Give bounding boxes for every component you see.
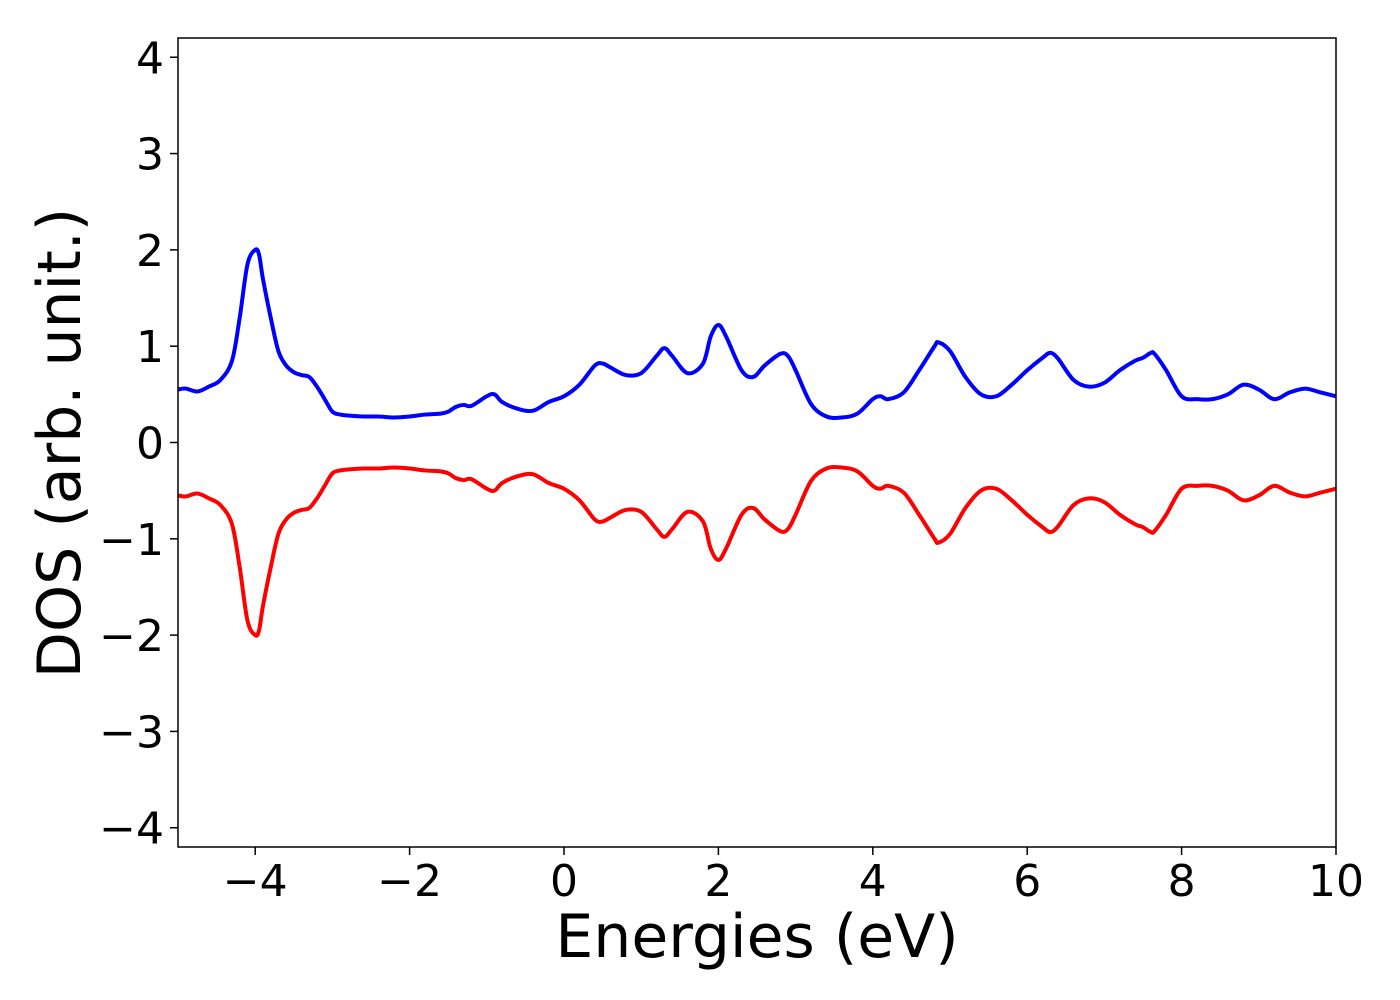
x-tick-label: 4 (859, 856, 887, 907)
x-tick-label: 10 (1308, 856, 1364, 907)
plot-frame (177, 37, 1337, 848)
series-layer (178, 247, 1336, 638)
x-tick-label: −2 (377, 856, 442, 907)
y-tick-label: 1 (136, 322, 164, 373)
y-axis-title: DOS (arb. unit.) (25, 208, 95, 678)
y-tick-label: −2 (99, 611, 164, 662)
x-tick-label: −4 (223, 856, 288, 907)
y-tick-label: −3 (99, 707, 164, 758)
y-tick-label: 2 (136, 226, 164, 277)
y-axis: 4 3 2 1 0 −1 −2 −3 −4 (99, 33, 178, 855)
x-tick-label: 0 (550, 856, 578, 907)
x-tick-label: 2 (704, 856, 732, 907)
x-tick-label: 6 (1013, 856, 1041, 907)
y-tick-label: 0 (136, 419, 164, 470)
series-line-2 (178, 465, 1336, 638)
y-tick-label: −4 (99, 804, 164, 855)
y-tick-label: 4 (136, 33, 164, 84)
x-axis-title: Energies (eV) (555, 902, 958, 972)
y-tick-label: −1 (99, 515, 164, 566)
x-axis: −4 −2 0 2 4 6 8 10 (223, 847, 1364, 907)
y-tick-label: 3 (136, 130, 164, 181)
series-line-1 (178, 247, 1336, 420)
x-tick-label: 8 (1168, 856, 1196, 907)
